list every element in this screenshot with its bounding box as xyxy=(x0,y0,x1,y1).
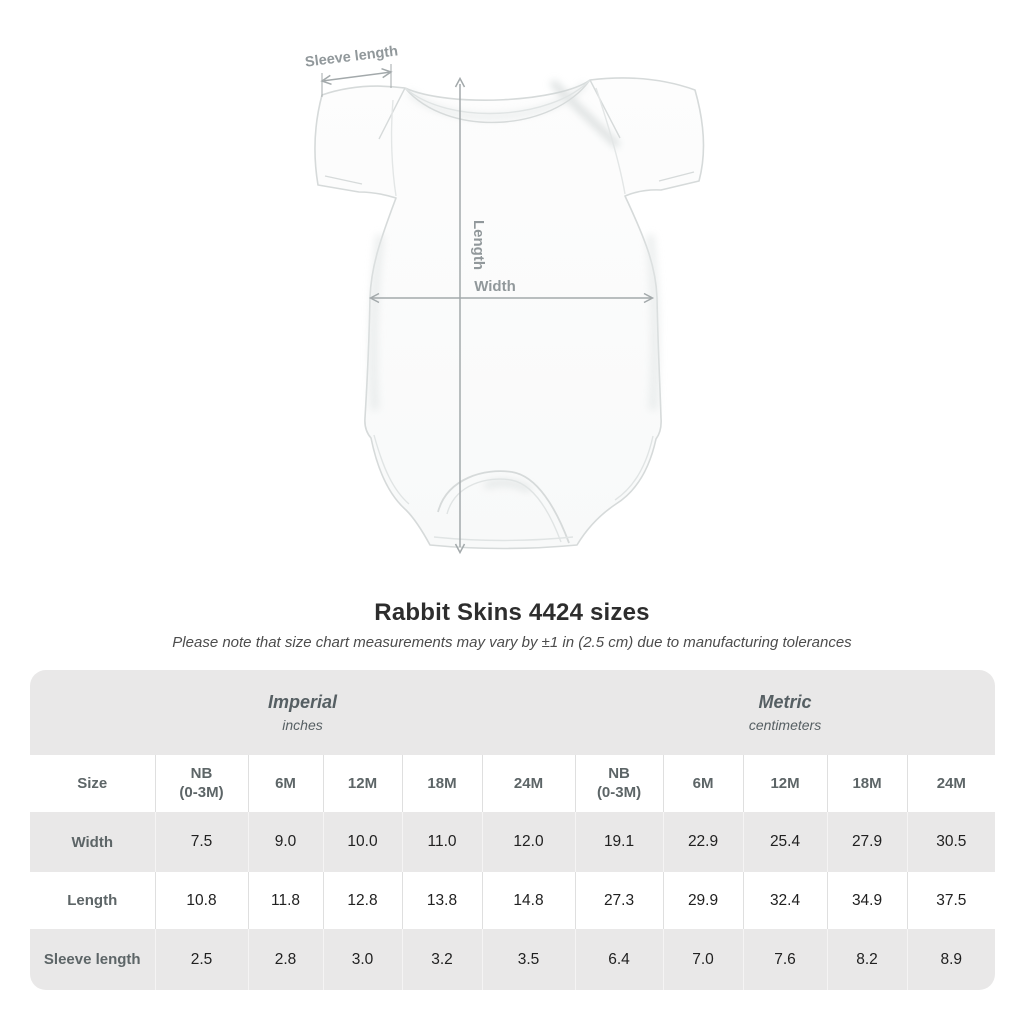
size-cell: 12M xyxy=(322,755,402,812)
value-cell: 7.5 xyxy=(154,812,248,872)
size-cell: 24M xyxy=(481,755,576,812)
seam-lines xyxy=(324,79,695,544)
value-cell: 2.8 xyxy=(247,929,323,990)
value-cell: 6.4 xyxy=(574,929,664,990)
value-cell: 3.0 xyxy=(322,929,402,990)
value-cell: 27.9 xyxy=(826,812,908,872)
value-cell: 12.8 xyxy=(322,872,402,929)
table-row-length: Length 10.8 11.8 12.8 13.8 14.8 27.3 29.… xyxy=(30,872,995,929)
row-label: Sleeve length xyxy=(30,929,155,990)
value-cell: 22.9 xyxy=(662,812,744,872)
value-cell: 11.0 xyxy=(401,812,482,872)
value-cell: 30.5 xyxy=(906,812,995,872)
fabric-shading xyxy=(369,79,660,493)
size-cell: 18M xyxy=(826,755,908,812)
size-cell: 6M xyxy=(662,755,744,812)
size-cell: NB (0-3M) xyxy=(154,755,248,812)
value-cell: 14.8 xyxy=(481,872,576,929)
size-cell: 12M xyxy=(742,755,828,812)
value-cell: 9.0 xyxy=(247,812,323,872)
value-cell: 32.4 xyxy=(742,872,828,929)
size-cell: 18M xyxy=(401,755,482,812)
value-cell: 37.5 xyxy=(906,872,995,929)
tolerance-note: Please note that size chart measurements… xyxy=(172,634,852,651)
imperial-header: Imperial inches xyxy=(30,670,576,755)
value-cell: 12.0 xyxy=(481,812,576,872)
value-cell: 8.2 xyxy=(826,929,908,990)
width-label: Width xyxy=(474,278,516,295)
imperial-unit: inches xyxy=(282,717,323,733)
size-column-header: Size xyxy=(30,755,155,812)
value-cell: 8.9 xyxy=(906,929,995,990)
value-cell: 25.4 xyxy=(742,812,828,872)
table-row-sleeve-length: Sleeve length 2.5 2.8 3.0 3.2 3.5 6.4 7.… xyxy=(30,929,995,990)
value-cell: 29.9 xyxy=(662,872,744,929)
width-arrow xyxy=(368,292,655,304)
length-arrow xyxy=(454,76,466,555)
value-cell: 13.8 xyxy=(401,872,482,929)
length-label: Length xyxy=(470,220,487,270)
value-cell: 7.0 xyxy=(662,929,744,990)
imperial-title: Imperial xyxy=(268,692,338,712)
value-cell: 19.1 xyxy=(574,812,664,872)
row-label: Length xyxy=(67,892,118,909)
sleeve-length-arrow xyxy=(320,64,393,97)
table-row-width: Width 7.5 9.0 10.0 11.0 12.0 19.1 22.9 2… xyxy=(30,812,995,872)
value-cell: 7.6 xyxy=(742,929,828,990)
metric-unit: centimeters xyxy=(748,717,822,733)
metric-title: Metric xyxy=(758,692,812,712)
bodysuit-diagram: Sleeve length Length Width xyxy=(304,43,705,555)
value-cell: 3.5 xyxy=(481,929,576,990)
size-cell: 6M xyxy=(247,755,323,812)
value-cell: 34.9 xyxy=(826,872,908,929)
size-table-container: Imperial inches Metric centimeters Size … xyxy=(30,670,995,990)
value-cell: 10.0 xyxy=(322,812,402,872)
metric-header: Metric centimeters xyxy=(575,670,995,755)
size-cell: 24M xyxy=(906,755,995,812)
row-label: Width xyxy=(30,812,155,872)
value-cell: 3.2 xyxy=(401,929,482,990)
size-cell: NB (0-3M) xyxy=(574,755,664,812)
page-title: Rabbit Skins 4424 sizes xyxy=(374,599,650,626)
value-cell: 10.8 xyxy=(154,872,248,929)
value-cell: 11.8 xyxy=(247,872,323,929)
value-cell: 2.5 xyxy=(154,929,248,990)
sleeve-length-label: Sleeve length xyxy=(304,43,399,70)
bodysuit-outline-icon xyxy=(314,77,705,550)
value-cell: 27.3 xyxy=(574,872,664,929)
unit-header-row: Imperial inches Metric centimeters xyxy=(30,670,995,755)
size-table: Imperial inches Metric centimeters Size … xyxy=(30,670,995,990)
size-header-row: Size NB (0-3M) 6M 12M 18M 24M NB (0-3M) … xyxy=(30,755,995,812)
